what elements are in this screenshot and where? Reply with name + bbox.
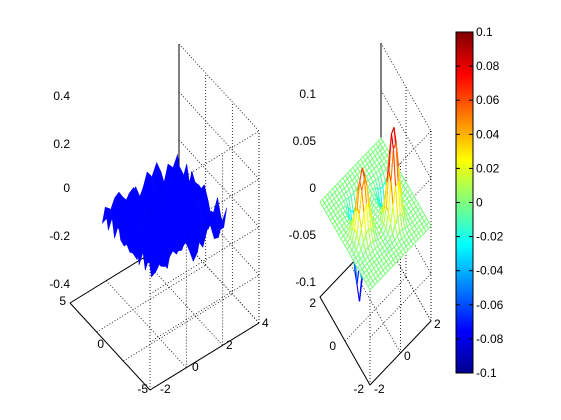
left-y-tick-2: 2 <box>226 338 233 352</box>
colorbar-tick-label: -0.06 <box>476 298 504 312</box>
colorbar-tick-label: 0.02 <box>476 161 500 175</box>
right-mesh <box>319 127 432 302</box>
colorbar-tick-label: -0.1 <box>476 366 497 380</box>
left-grid-z <box>149 274 260 343</box>
right-x-tick-0: 0 <box>329 339 336 353</box>
right-z-tick-0: 0 <box>309 181 316 195</box>
right-grid-z <box>380 42 432 132</box>
left-x-tick-0: 0 <box>97 337 104 351</box>
colorbar-tick-label: 0.04 <box>476 127 500 141</box>
left-surface <box>101 154 227 278</box>
left-axis-y <box>149 322 260 391</box>
right-mesh-plot: 0.1 0.05 0 -0.05 -0.1 2 0 -2 -2 0 2 <box>289 42 441 396</box>
right-y-tick-2: 2 <box>434 317 441 331</box>
left-y-tick--2: -2 <box>160 382 171 396</box>
left-grid-floor <box>106 280 187 368</box>
right-grid-floor <box>350 264 401 354</box>
right-y-tick-0: 0 <box>404 349 411 363</box>
left-grid-floor <box>123 293 233 362</box>
left-z-tick--0.2: -0.2 <box>49 229 70 243</box>
left-grid-z <box>178 91 260 180</box>
right-mesh-cell <box>425 221 432 230</box>
colorbar-tick-label: 0.06 <box>476 93 500 107</box>
right-z-tick--0.1: -0.1 <box>295 275 316 289</box>
right-plot-ticks: 0.1 0.05 0 -0.05 -0.1 2 0 -2 -2 0 2 <box>289 87 441 396</box>
left-plot-ticks: 0.4 0.2 0 -0.2 -0.4 5 0 -5 -2 0 2 4 <box>49 89 269 396</box>
colorbar: 0.1 0.08 0.06 0.04 0.02 0 -0.02 -0.04 -0.06 -0.08… <box>455 25 504 380</box>
left-z-tick-0.4: 0.4 <box>53 89 70 103</box>
right-z-tick--0.05: -0.05 <box>289 228 317 242</box>
colorbar-tick-label: 0.08 <box>476 59 500 73</box>
left-grid-z <box>178 43 260 132</box>
colorbar-tick-label: 0 <box>476 196 483 210</box>
right-y-tick--2: -2 <box>374 382 385 396</box>
left-surface-plot: 0.4 0.2 0 -0.2 -0.4 5 0 -5 -2 0 2 4 <box>49 43 269 396</box>
colorbar-tick-label: 0.1 <box>476 25 493 39</box>
left-y-tick-0: 0 <box>192 360 199 374</box>
left-y-tick-4: 4 <box>262 316 269 330</box>
colorbar-ticks: 0.1 0.08 0.06 0.04 0.02 0 -0.02 -0.04 -0.06 -0.08… <box>456 25 504 380</box>
left-x-tick-5: 5 <box>59 294 66 308</box>
left-grid-z <box>149 226 260 295</box>
right-z-tick-0.05: 0.05 <box>293 134 317 148</box>
right-x-tick-2: 2 <box>309 296 316 310</box>
right-grid-floor <box>380 232 432 322</box>
right-z-tick-0.1: 0.1 <box>299 87 316 101</box>
right-axis-y <box>369 320 432 386</box>
colorbar-tick-label: -0.02 <box>476 230 504 244</box>
colorbar-tick-label: -0.08 <box>476 332 504 346</box>
colorbar-tick-label: -0.04 <box>476 264 504 278</box>
left-surface-patch <box>219 207 227 231</box>
right-x-tick--2: -2 <box>353 382 364 396</box>
right-grid-z <box>380 90 432 179</box>
left-z-tick-0.2: 0.2 <box>53 137 70 151</box>
left-z-tick-0: 0 <box>63 181 70 195</box>
right-grid-z <box>380 185 432 274</box>
left-grid-floor <box>96 264 206 333</box>
left-axis-x <box>69 302 151 391</box>
right-axis-x <box>319 296 371 386</box>
left-z-tick--0.4: -0.4 <box>49 277 70 291</box>
left-x-tick--5: -5 <box>137 382 148 396</box>
